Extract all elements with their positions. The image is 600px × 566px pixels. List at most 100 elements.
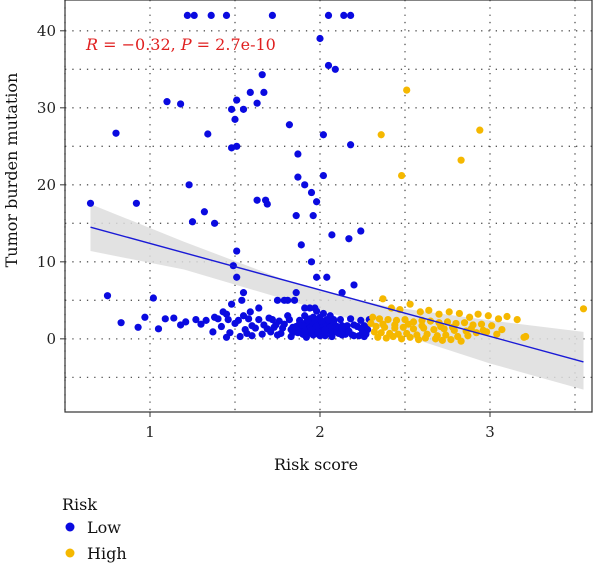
data-point-low [323, 273, 331, 281]
data-point-low [350, 332, 358, 340]
data-point-high [464, 332, 472, 340]
data-point-high [455, 309, 463, 318]
data-point-low [217, 322, 225, 331]
data-point-high [377, 131, 385, 139]
data-point-low [163, 98, 171, 106]
data-point-low [292, 212, 300, 220]
legend: Risk Low High [62, 495, 127, 563]
legend-label-low: Low [87, 518, 121, 537]
data-point-low [262, 196, 270, 204]
data-point-low [183, 11, 191, 20]
data-point-low [265, 314, 273, 322]
x-tick-label: 3 [485, 423, 495, 441]
data-point-low [294, 173, 302, 181]
data-point-low [345, 328, 353, 336]
data-point-low [214, 315, 222, 323]
data-point-high [416, 308, 424, 316]
data-point-high [498, 326, 506, 334]
data-point-low [231, 319, 239, 328]
data-point-low [301, 304, 309, 312]
data-point-low [324, 61, 333, 70]
data-point-low [132, 199, 140, 207]
data-point-low [297, 241, 305, 249]
data-point-high [406, 333, 414, 341]
data-point-low [292, 289, 300, 297]
data-point-high [430, 326, 438, 334]
data-point-low [290, 323, 299, 331]
data-point-low [177, 321, 185, 329]
data-point-high [389, 332, 397, 341]
data-point-low [258, 71, 266, 79]
data-point-high [447, 336, 455, 344]
data-point-low [318, 317, 326, 325]
data-point-low [328, 332, 336, 341]
data-point-high [421, 334, 429, 342]
y-tick-label: 10 [37, 253, 56, 271]
x-tick-label: 1 [145, 423, 155, 441]
data-point-low [226, 329, 234, 337]
data-point-low [258, 330, 266, 338]
data-point-high [398, 335, 406, 343]
data-point-low [347, 141, 355, 149]
data-point-low [328, 231, 336, 239]
data-point-low [321, 326, 329, 334]
data-point-low [358, 329, 367, 337]
data-point-low [246, 88, 254, 97]
data-point-low [239, 105, 248, 113]
data-point-low [273, 296, 282, 304]
data-point-high [493, 330, 501, 338]
data-point-low [255, 315, 263, 324]
data-point-low [239, 289, 248, 297]
series-low [86, 11, 373, 341]
data-point-low [209, 328, 217, 336]
data-point-low [117, 319, 125, 327]
data-point-low [224, 315, 232, 324]
data-point-high [484, 312, 492, 320]
data-point-low [285, 121, 293, 129]
data-point-high [435, 310, 443, 318]
data-point-high [374, 333, 382, 341]
data-point-high [375, 315, 384, 323]
data-point-low [238, 296, 246, 304]
data-point-low [222, 11, 231, 20]
series-high [367, 86, 588, 345]
data-point-low [141, 313, 149, 321]
data-point-high [382, 334, 390, 342]
data-point-low [307, 188, 316, 197]
annotation-p-label: P [180, 35, 192, 54]
data-point-high [437, 322, 445, 331]
legend-marker-low [65, 522, 75, 532]
y-tick-label: 40 [37, 22, 56, 40]
data-point-low [233, 247, 241, 255]
data-point-low [197, 320, 205, 328]
legend-marker-high [65, 548, 75, 558]
data-point-high [369, 313, 377, 321]
y-axis-title: Tumor burden mutation [2, 73, 21, 268]
data-point-high [503, 312, 511, 321]
data-point-low [280, 296, 288, 304]
data-point-high [579, 305, 588, 313]
data-point-high [418, 322, 426, 330]
data-point-high [474, 310, 482, 318]
data-point-low [311, 315, 319, 323]
data-point-low [245, 315, 253, 323]
data-point-high [367, 319, 375, 328]
data-point-low [253, 99, 261, 107]
data-point-low [103, 292, 112, 300]
data-point-high [438, 336, 446, 344]
data-point-low [233, 96, 241, 104]
data-point-low [307, 326, 316, 334]
data-point-high [460, 319, 469, 327]
y-tick-label: 30 [37, 99, 56, 117]
data-point-low [86, 199, 95, 207]
data-point-low [294, 150, 302, 158]
x-tick-label: 2 [315, 423, 325, 441]
data-point-low [149, 294, 157, 302]
data-point-high [479, 326, 487, 334]
data-point-low [154, 325, 163, 333]
data-point-low [336, 315, 344, 324]
data-point-low [350, 281, 358, 289]
data-point-low [255, 304, 263, 312]
data-point-high [403, 86, 411, 94]
